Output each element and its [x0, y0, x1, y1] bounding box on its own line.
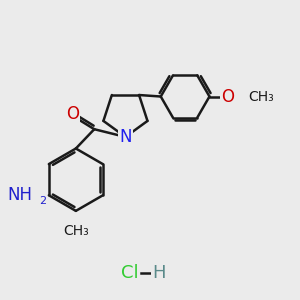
Text: CH₃: CH₃: [248, 89, 274, 103]
Text: 2: 2: [39, 196, 46, 206]
Text: Cl: Cl: [121, 264, 138, 282]
Text: O: O: [221, 88, 234, 106]
Text: NH: NH: [8, 186, 32, 204]
Text: H: H: [152, 264, 166, 282]
Text: O: O: [66, 105, 79, 123]
Text: N: N: [119, 128, 132, 146]
Text: CH₃: CH₃: [63, 224, 89, 238]
